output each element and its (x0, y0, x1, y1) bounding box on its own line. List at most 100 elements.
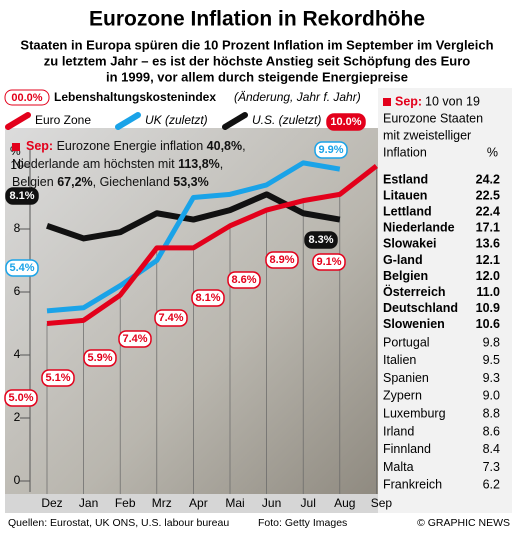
subtitle: Staaten in Europa spüren die 10 Prozent … (20, 37, 493, 52)
table-country: Italien (383, 353, 416, 367)
value-label-box (304, 231, 338, 249)
series-line (46, 160, 341, 314)
x-tick-label: Apr (189, 496, 208, 510)
table-country: Litauen (383, 188, 427, 202)
table-intro: mit zweistelliger (383, 128, 471, 142)
annotation: Niederlande am höchsten mit 113,8%, (12, 157, 223, 171)
y-tick-label: 6 (14, 284, 21, 298)
table-country: Zypern (383, 389, 422, 403)
subtitle: in 1999, vor allem durch steigende Energ… (106, 69, 408, 84)
table-intro: Eurozone Staaten (383, 111, 483, 125)
table-country: Malta (383, 460, 414, 474)
x-tick-label: Mrz (152, 496, 172, 510)
value-label: 5.4% (9, 262, 34, 274)
table-background (378, 88, 512, 513)
table-value: 6.2 (483, 478, 500, 492)
table-marker (383, 98, 391, 106)
series-line (46, 164, 378, 326)
y-tick-label: 10 (10, 158, 24, 172)
annotation-part: Sep: (26, 139, 53, 153)
value-label: 5.0% (8, 392, 33, 404)
table-value: 13.6 (476, 237, 500, 251)
legend-sample-box (4, 89, 50, 106)
table-value: 9.5 (483, 353, 500, 367)
table-value: 11.0 (476, 285, 500, 299)
value-label-box (154, 309, 188, 327)
annotation-marker (12, 143, 20, 151)
value-label: 8.3% (308, 234, 333, 246)
x-tick-label: Dez (41, 496, 62, 510)
value-label: 8.1% (195, 292, 220, 304)
table-country: Portugal (383, 335, 430, 349)
y-tick-label: 0 (14, 473, 21, 487)
x-tick-label: Mai (225, 496, 244, 510)
value-label: 7.4% (158, 312, 183, 324)
value-label: 9.1% (316, 256, 341, 268)
table-value: 24.2 (476, 172, 500, 186)
x-tick-label: Jun (262, 496, 281, 510)
table-value: 8.6 (483, 424, 500, 438)
photo-credit: Foto: Getty Images (258, 517, 347, 529)
x-axis-band (5, 494, 378, 513)
x-tick-label: Sep (371, 496, 393, 510)
table-country: Finnland (383, 442, 431, 456)
value-label-box (5, 259, 39, 277)
value-label-box (5, 187, 39, 205)
legend-swatch (115, 112, 141, 130)
value-label-box (326, 113, 366, 131)
value-label: 8.1% (9, 190, 34, 202)
table-value: 10.6 (476, 317, 500, 331)
table-value: 9.8 (483, 335, 500, 349)
y-axis-label: % (10, 144, 21, 158)
value-label: 5.1% (45, 372, 70, 384)
annotation-part: 40,8% (207, 139, 242, 153)
value-label: 5.9% (87, 352, 112, 364)
value-label-box (312, 253, 346, 271)
table-value: 8.8 (483, 406, 500, 420)
table-value: 8.4 (483, 442, 500, 456)
table-country: Estland (383, 172, 428, 186)
table-value: 12.1 (476, 253, 500, 267)
y-tick-label: 8 (14, 221, 21, 235)
table-country: Niederlande (383, 221, 455, 235)
table-country: Lettland (383, 204, 432, 218)
table-value: 22.5 (476, 188, 500, 202)
annotation-part: , (242, 139, 245, 153)
table-value: 9.3 (483, 371, 500, 385)
legend-label: Euro Zone (35, 113, 91, 127)
series-line (46, 191, 341, 242)
table-country: Slowenien (383, 317, 445, 331)
annotation-part: 53,3% (173, 175, 208, 189)
value-label: 8.6% (231, 274, 256, 286)
table-value: 12.0 (476, 269, 500, 283)
value-label: 9.9% (318, 144, 343, 156)
annotation-part: Niederlande am höchsten mit (12, 157, 178, 171)
value-label: 7.4% (122, 333, 147, 345)
value-label-box (227, 271, 261, 289)
annotation-part: , (220, 157, 223, 171)
x-tick-label: Feb (115, 496, 136, 510)
legend-sample: 00.0% (11, 92, 42, 104)
value-label-box (4, 389, 38, 407)
annotation-part: Belgien (12, 175, 57, 189)
x-tick-label: Jul (301, 496, 316, 510)
legend-title: Lebenshaltungskostenindex (54, 90, 216, 104)
table-country: Spanien (383, 371, 429, 385)
x-tick-label: Jan (79, 496, 98, 510)
annotation-part: 67,2% (57, 175, 92, 189)
value-label: 10.0% (330, 116, 361, 128)
annotation-part: Eurozone Energie inflation (53, 139, 207, 153)
table-country: Deutschland (383, 301, 458, 315)
table-value: 22.4 (476, 204, 500, 218)
table-country: Irland (383, 424, 414, 438)
table-country: Österreich (383, 284, 446, 299)
subtitle: zu letztem Jahr – es ist der höchste Ans… (44, 53, 471, 68)
table-value: 17.1 (476, 221, 500, 235)
chart-title: Eurozone Inflation in Rekordhöhe (89, 8, 425, 31)
value-label-box (41, 369, 75, 387)
table-value: 10.9 (476, 301, 500, 315)
legend-swatch (5, 112, 31, 130)
table-unit: % (487, 145, 498, 159)
x-tick-label: Aug (334, 496, 355, 510)
